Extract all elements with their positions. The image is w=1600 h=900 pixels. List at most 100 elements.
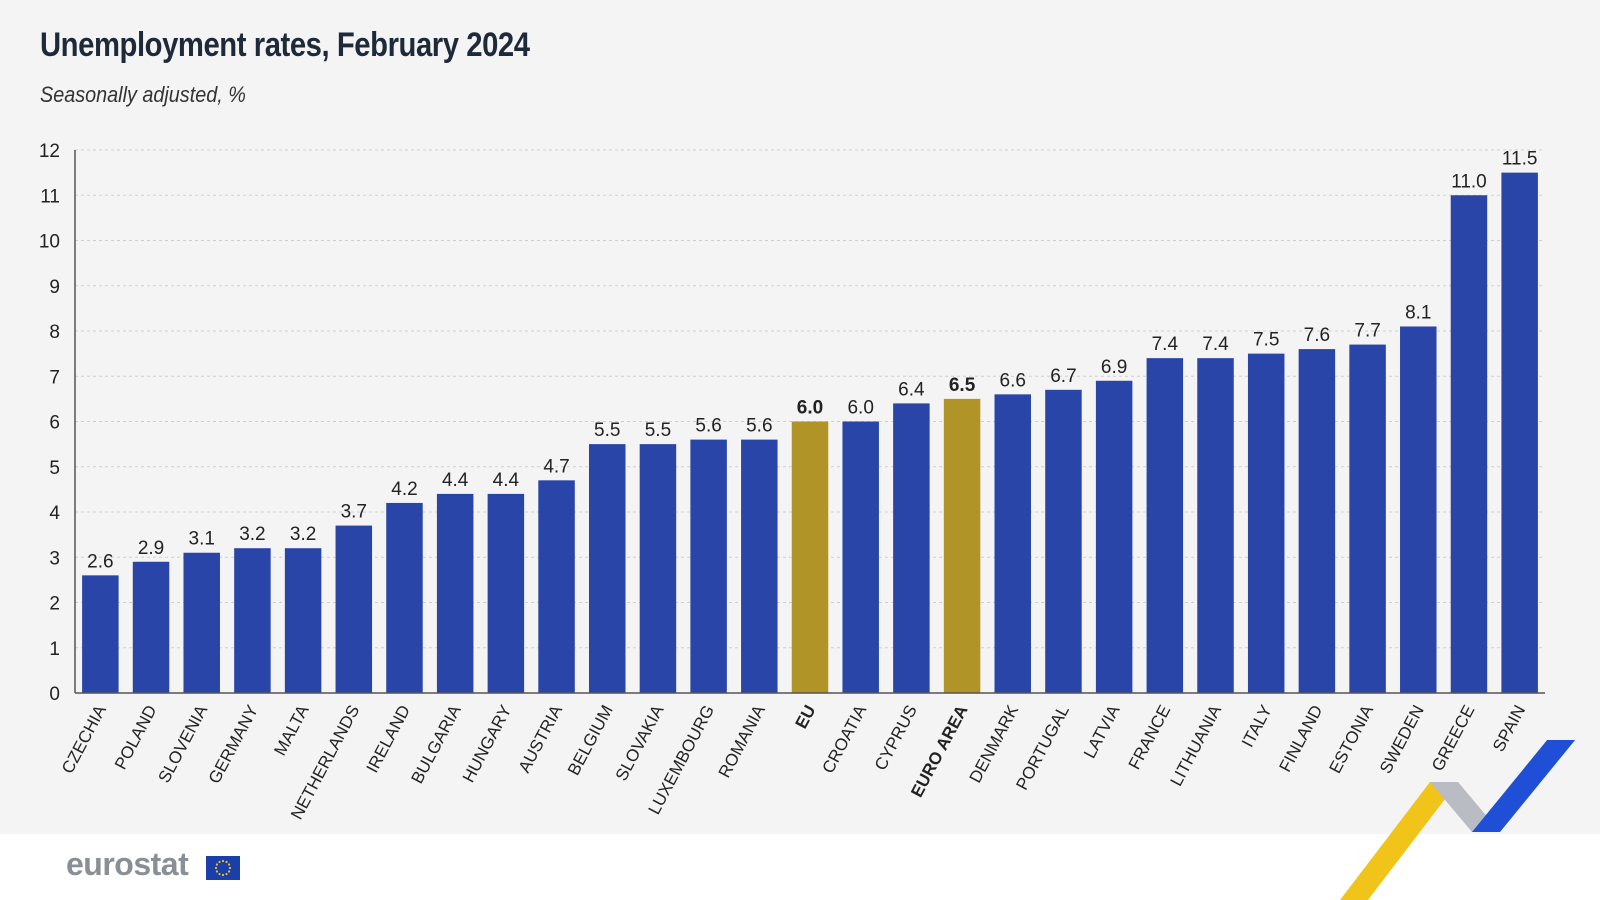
x-tick-label: ROMANIA: [715, 701, 769, 781]
bar-lithuania: [1197, 358, 1234, 693]
x-tick-label: LITHUANIA: [1167, 701, 1226, 789]
value-label: 4.4: [442, 470, 469, 491]
x-tick-label: FRANCE: [1125, 702, 1175, 773]
bar-malta: [284, 548, 322, 693]
x-tick-label: CROATIA: [819, 701, 871, 776]
flag-star: [228, 866, 232, 870]
bar-slovakia: [639, 444, 677, 693]
value-label: 6.7: [1050, 366, 1076, 387]
bar-netherlands: [335, 525, 373, 693]
chart-title: Unemployment rates, February 2024: [40, 26, 530, 64]
value-label: 3.2: [239, 524, 265, 545]
flag-star: [215, 863, 219, 866]
value-label: 5.6: [746, 416, 772, 437]
y-tick-label: 8: [49, 322, 60, 343]
y-tick-label: 11: [40, 186, 60, 207]
bar-luxembourg: [690, 439, 727, 693]
footer-band: [0, 834, 1600, 900]
bar-germany: [234, 548, 271, 693]
value-label: 6.6: [1000, 370, 1026, 391]
value-label: 5.5: [645, 420, 671, 441]
bar-spain: [1501, 172, 1538, 693]
bar-austria: [538, 480, 575, 693]
y-tick-label: 7: [49, 367, 60, 388]
value-label: 5.5: [594, 420, 620, 441]
bar-croatia: [842, 421, 879, 693]
bar-czechia: [82, 575, 119, 693]
flag-star: [221, 859, 225, 863]
value-label: 7.5: [1253, 330, 1279, 351]
decorative-chevron-graphic: [1340, 740, 1576, 900]
bar-poland: [132, 561, 170, 693]
value-label: 6.0: [847, 398, 873, 419]
x-tick-label: LATVIA: [1080, 701, 1124, 761]
value-label: 6.4: [898, 379, 925, 400]
bar-sweden: [1400, 326, 1437, 693]
flag-star: [218, 860, 221, 864]
bar-denmark: [994, 394, 1032, 693]
x-tick-label: SLOVAKIA: [612, 701, 668, 784]
y-tick-label: 10: [39, 232, 60, 253]
x-tick-label: HUNGARY: [459, 702, 516, 786]
value-label: 11.0: [1451, 171, 1487, 192]
eurostat-logo: eurostat: [66, 846, 189, 882]
bar-greece: [1450, 195, 1488, 693]
bar-latvia: [1095, 380, 1133, 693]
value-label: 2.6: [87, 551, 113, 572]
y-tick-label: 6: [49, 413, 60, 434]
flag-star: [227, 870, 231, 873]
bar-belgium: [588, 444, 626, 693]
y-tick-label: 12: [39, 141, 60, 162]
flag-star: [225, 860, 228, 864]
value-label: 3.7: [341, 502, 367, 523]
x-tick-label: DENMARK: [966, 701, 1023, 786]
x-tick-label: ITALY: [1238, 702, 1276, 750]
x-tick-label: AUSTRIA: [515, 701, 567, 776]
x-tick-label: GERMANY: [205, 702, 262, 787]
value-label: 4.7: [543, 456, 569, 477]
flag-star: [215, 870, 219, 873]
x-tick-label: IRELAND: [363, 702, 414, 776]
value-label: 11.5: [1502, 149, 1538, 170]
y-tick-label: 1: [49, 639, 60, 660]
value-label: 2.9: [138, 538, 164, 559]
value-label: 6.0: [797, 398, 823, 419]
bar-euro-area: [943, 398, 981, 693]
eu-flag-icon: [206, 856, 240, 880]
x-tick-label: POLAND: [111, 702, 161, 773]
deco-yellow-stripe: [1340, 782, 1458, 900]
y-tick-label: 4: [49, 503, 60, 524]
value-label: 7.4: [1152, 334, 1179, 355]
bar-slovenia: [183, 552, 220, 693]
value-label: 3.2: [290, 524, 316, 545]
flag-star: [227, 863, 231, 866]
value-label: 7.6: [1304, 325, 1330, 346]
bars: [82, 172, 1538, 693]
x-tick-label: CZECHIA: [58, 701, 110, 776]
flag-star: [218, 872, 221, 876]
x-tick-label: EU: [792, 702, 820, 732]
x-tick-label: CYPRUS: [871, 702, 921, 773]
bar-italy: [1247, 353, 1285, 693]
value-label: 7.7: [1354, 321, 1380, 342]
value-labels: 2.6 2.9 3.1 3.2 3.2 3.7 4.2 4.4 4.4 4.7 5.5 5.5 5.6 5…: [87, 149, 1537, 573]
value-label: 8.1: [1405, 302, 1431, 323]
bar-ireland: [386, 502, 423, 693]
value-label: 4.4: [493, 470, 520, 491]
flag-star: [214, 866, 218, 870]
y-tick-label: 3: [49, 548, 60, 569]
x-tick-label: BULGARIA: [408, 701, 465, 786]
x-tick-label: PORTUGAL: [1012, 702, 1073, 793]
deco-blue-stripe: [1472, 740, 1576, 832]
value-label: 6.9: [1101, 357, 1127, 378]
chart-subtitle: Seasonally adjusted, %: [40, 82, 246, 107]
value-label: 7.4: [1202, 334, 1229, 355]
y-tick-label: 9: [49, 277, 60, 298]
x-tick-label: BELGIUM: [564, 702, 617, 778]
x-tick-label: MALTA: [270, 701, 313, 758]
bar-finland: [1298, 349, 1336, 693]
y-tick-label: 0: [49, 684, 60, 705]
